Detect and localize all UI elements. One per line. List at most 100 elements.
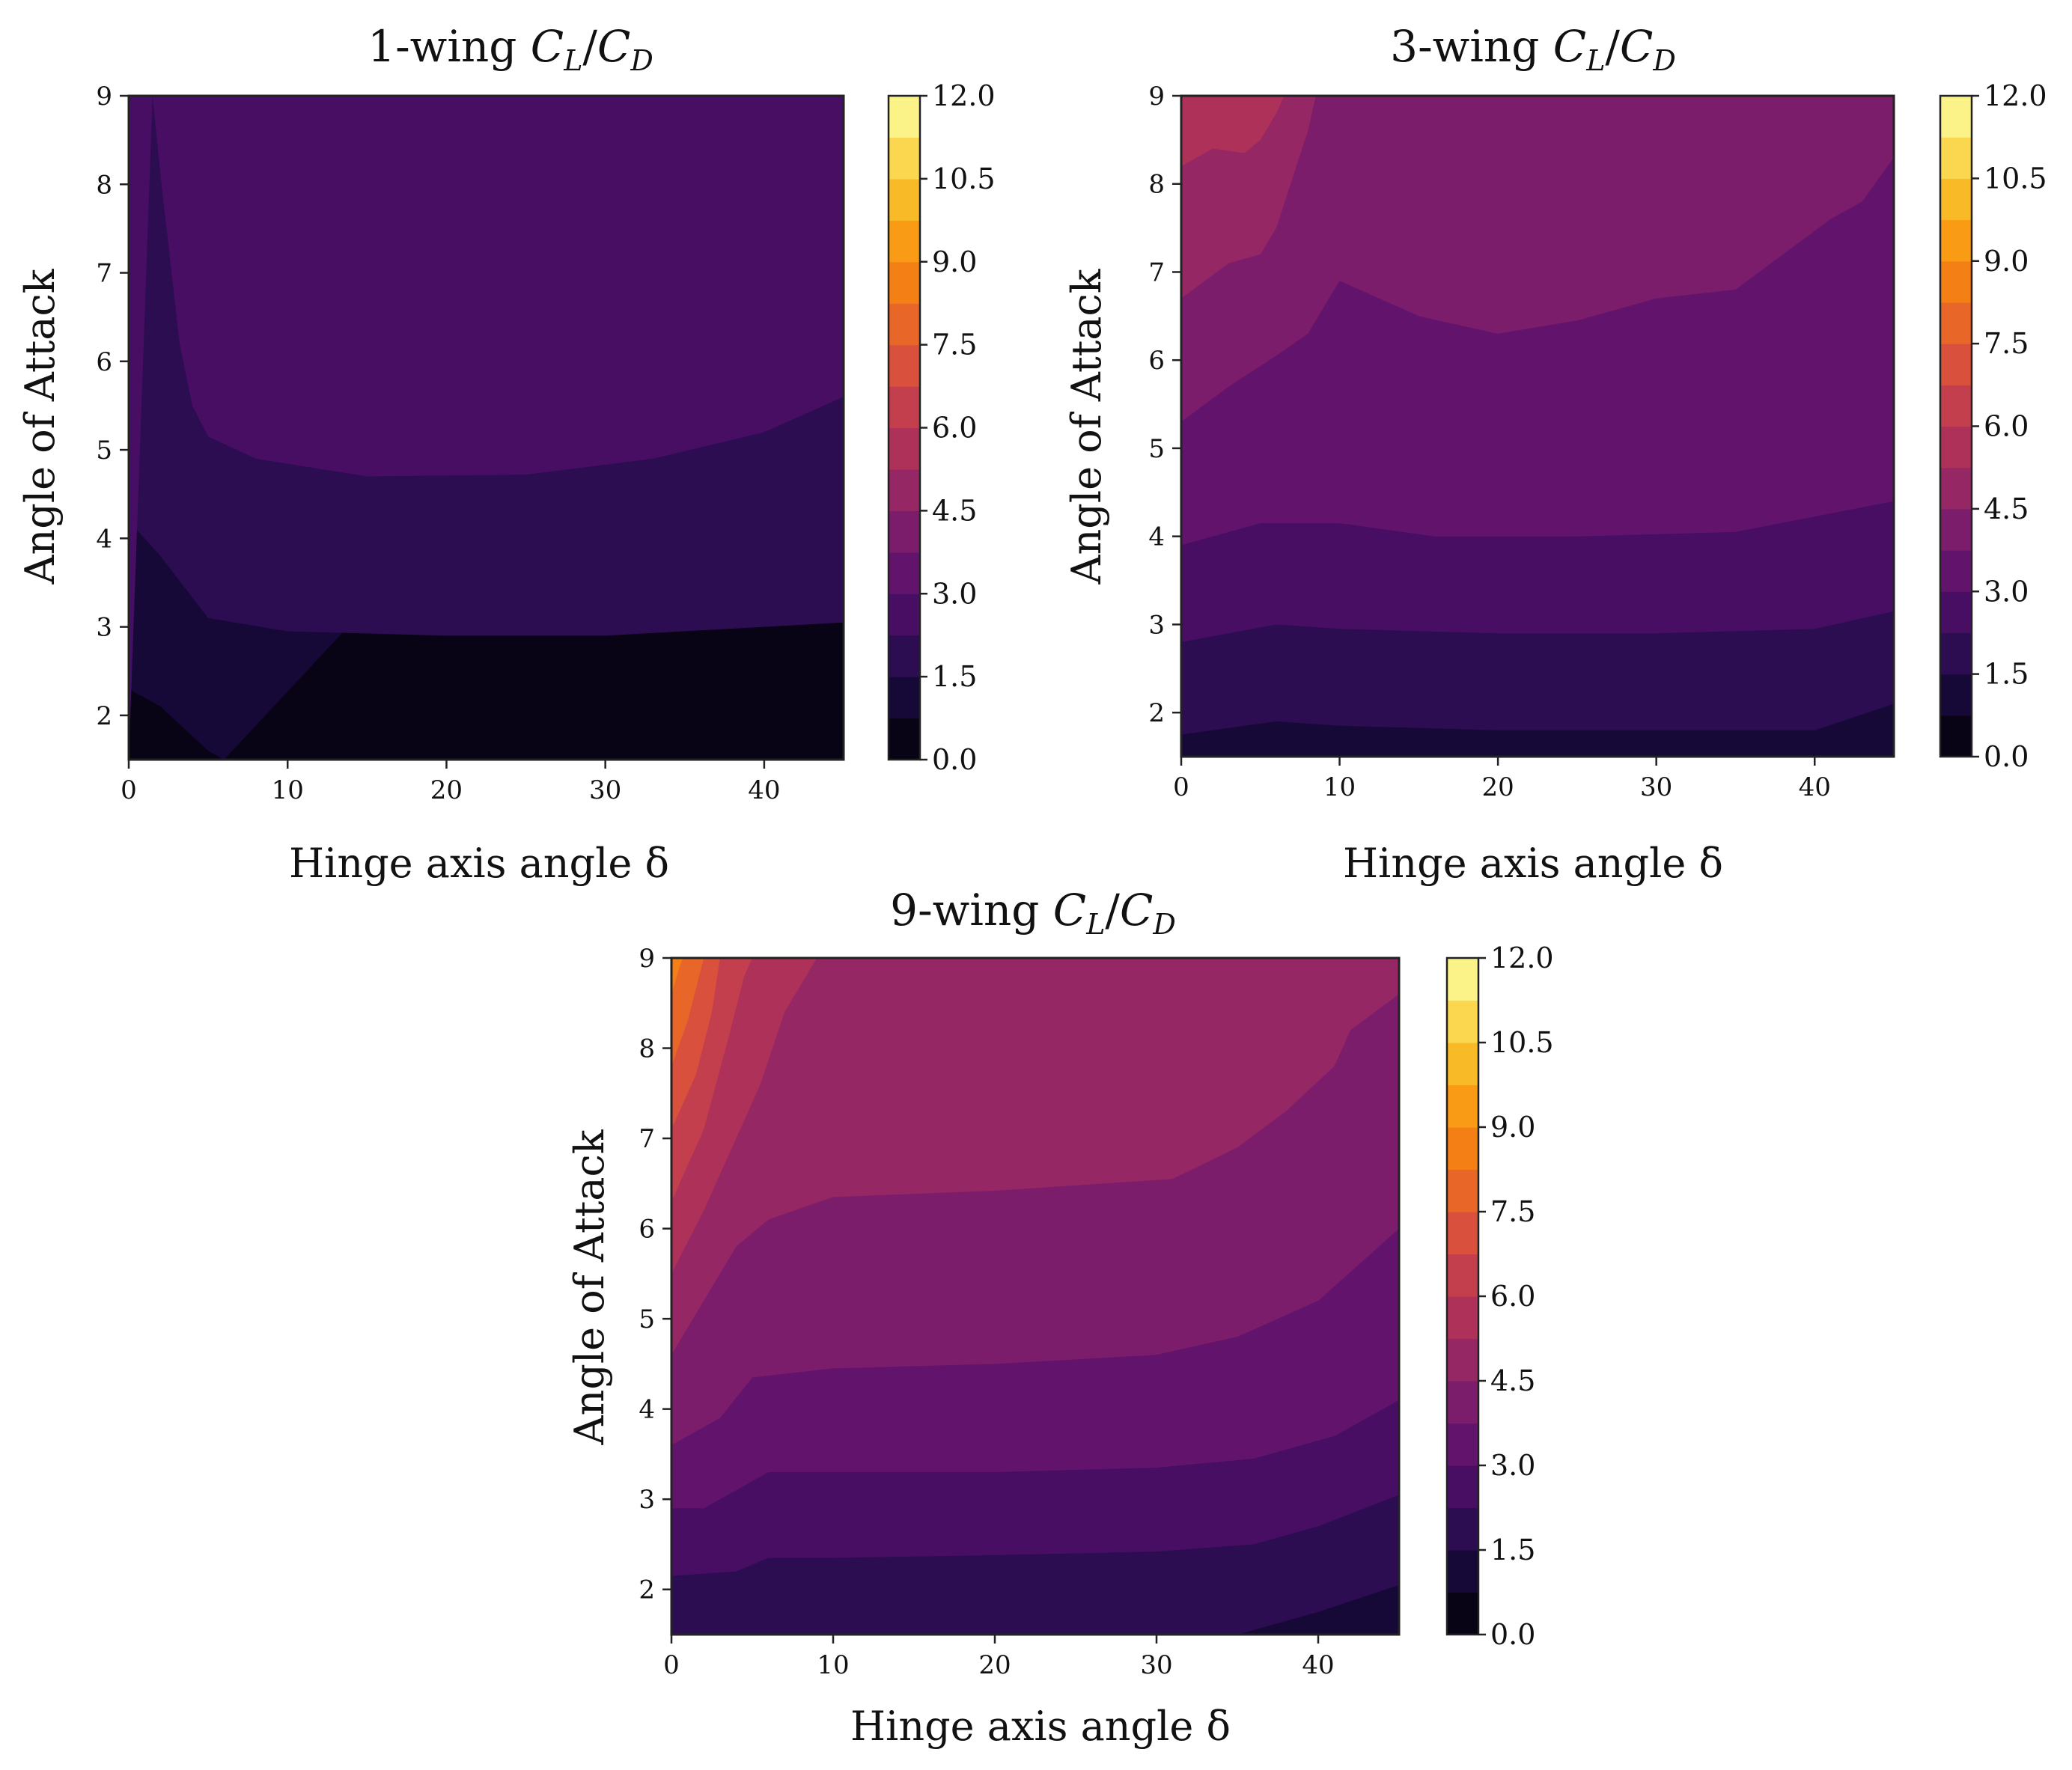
colorbar-band	[889, 220, 920, 263]
colorbar-tick-label: 3.0	[1984, 575, 2029, 608]
y-tick-label: 3	[639, 1485, 655, 1515]
colorbar-band	[889, 96, 920, 138]
colorbar-tick-label: 4.5	[1490, 1364, 1535, 1397]
colorbar-band	[1447, 1507, 1478, 1551]
colorbar-band	[1447, 1423, 1478, 1466]
x-axis-label: Hinge axis angle δ	[289, 840, 669, 887]
colorbar-band	[889, 261, 920, 304]
colorbar-band	[1447, 1254, 1478, 1297]
colorbar-band	[1940, 219, 1972, 262]
x-tick-label: 40	[1302, 1650, 1334, 1680]
colorbar-band	[889, 552, 920, 594]
contour-band-6	[1181, 96, 1285, 167]
x-tick-label: 20	[978, 1650, 1011, 1680]
colorbar-band	[889, 178, 920, 221]
colorbar-band	[889, 344, 920, 387]
plot-frame	[1180, 94, 1895, 758]
contour-plot-area	[127, 94, 845, 761]
y-tick-label: 7	[1148, 257, 1165, 287]
colorbar-tick-label: 0.0	[1490, 1618, 1535, 1651]
colorbar-band	[1447, 1592, 1478, 1635]
x-axis-ticks: 0 10 20 30 40	[1173, 757, 1831, 802]
colorbar-band	[889, 718, 920, 760]
y-axis-label: Angle of Attack	[16, 268, 64, 585]
y-axis-ticks: 2 3 4 5 6 7 8 9	[96, 82, 129, 731]
colorbar-tick-label: 1.5	[1490, 1534, 1535, 1566]
x-tick-label: 0	[121, 775, 137, 805]
x-tick-label: 20	[1481, 772, 1514, 802]
x-tick-label: 30	[1140, 1650, 1172, 1680]
colorbar-band	[1447, 1000, 1478, 1043]
colorbar-tick-label: 9.0	[1984, 245, 2029, 278]
plot-frame	[127, 94, 845, 761]
y-tick-label: 4	[96, 524, 112, 554]
y-axis-ticks: 2 3 4 5 6 7 8 9	[1148, 82, 1181, 728]
y-tick-label: 3	[1148, 610, 1165, 640]
colorbar-band	[1940, 632, 1972, 675]
colorbar-band	[1940, 508, 1972, 551]
y-tick-label: 5	[1148, 434, 1165, 464]
colorbar-band	[1940, 178, 1972, 221]
contour-band-3	[129, 96, 844, 760]
x-tick-label: 20	[430, 775, 463, 805]
colorbar-band	[1940, 715, 1972, 757]
colorbar-band	[1447, 1212, 1478, 1255]
x-tick-label: 30	[1640, 772, 1672, 802]
colorbar-tick-label: 0.0	[932, 743, 977, 776]
colorbar-band	[889, 427, 920, 470]
x-tick-label: 10	[817, 1650, 849, 1680]
colorbar-band	[1447, 1084, 1478, 1128]
colorbar-tick-label: 1.5	[932, 660, 977, 693]
colorbar-tick-label: 4.5	[932, 494, 977, 527]
contour-plot-area	[1180, 94, 1895, 758]
y-tick-label: 7	[96, 259, 112, 289]
colorbar-band	[889, 137, 920, 180]
colorbar-band	[889, 635, 920, 677]
y-tick-label: 6	[639, 1215, 655, 1245]
y-tick-label: 4	[1148, 522, 1165, 552]
colorbar-tick-label: 4.5	[1984, 492, 2029, 525]
colorbar-band	[1447, 1465, 1478, 1509]
x-axis-label: Hinge axis angle δ	[1343, 840, 1723, 887]
y-tick-label: 9	[639, 944, 655, 974]
x-tick-label: 10	[272, 775, 304, 805]
colorbar-tick-label: 10.5	[1984, 162, 2047, 195]
colorbar-band	[1940, 344, 1972, 385]
colorbar-tick-label: 12.0	[1984, 79, 2047, 112]
y-axis-label: Angle of Attack	[566, 1129, 613, 1445]
chart-3-wing: 3-wing CL/CD 0 10 20 30 40 2 3 4 5 6 7 8 9 Hinge ax…	[1063, 21, 2047, 887]
y-axis-ticks: 2 3 4 5 6 7 8 9	[639, 944, 671, 1605]
colorbar-band	[889, 469, 920, 511]
colorbar-band	[1447, 1381, 1478, 1424]
contour-band-5	[671, 958, 1399, 1355]
y-tick-label: 8	[1148, 170, 1165, 200]
y-tick-label: 7	[639, 1124, 655, 1154]
colorbar-tick-label: 6.0	[932, 412, 977, 445]
colorbar-tick-label: 9.0	[1490, 1111, 1535, 1144]
colorbar-tick-label: 3.0	[1490, 1449, 1535, 1482]
y-tick-label: 2	[1148, 698, 1165, 728]
y-tick-label: 9	[1148, 82, 1165, 112]
y-tick-label: 3	[96, 613, 112, 643]
colorbar-band	[1940, 96, 1972, 138]
chart-1-wing: 1-wing CL/CD 0 10 20 30 40 2 3 4 5 6 7 8 9 Hinge ax…	[16, 21, 996, 887]
colorbar-band	[889, 386, 920, 429]
colorbar-band	[1447, 1043, 1478, 1086]
x-tick-label: 40	[1799, 772, 1831, 802]
y-tick-label: 9	[96, 82, 112, 112]
colorbar-tick-label: 0.0	[1984, 740, 2029, 773]
x-tick-label: 0	[663, 1650, 680, 1680]
colorbar-tick-label: 3.0	[932, 577, 977, 610]
chart-title: 9-wing CL/CD	[890, 885, 1176, 941]
contour-band-9	[671, 958, 704, 1066]
y-tick-label: 6	[96, 347, 112, 377]
y-tick-label: 8	[639, 1034, 655, 1064]
y-tick-label: 2	[96, 701, 112, 731]
colorbar-tick-label: 7.5	[1490, 1195, 1535, 1228]
colorbar-tick-label: 12.0	[932, 79, 996, 112]
contour-band-10	[671, 958, 683, 995]
colorbar-band	[1940, 467, 1972, 510]
colorbar-tick-label: 9.0	[932, 245, 977, 278]
colorbar: 0.0 1.5 3.0 4.5 6.0 7.5 9.0 10.5 12.0	[1445, 942, 1554, 1651]
